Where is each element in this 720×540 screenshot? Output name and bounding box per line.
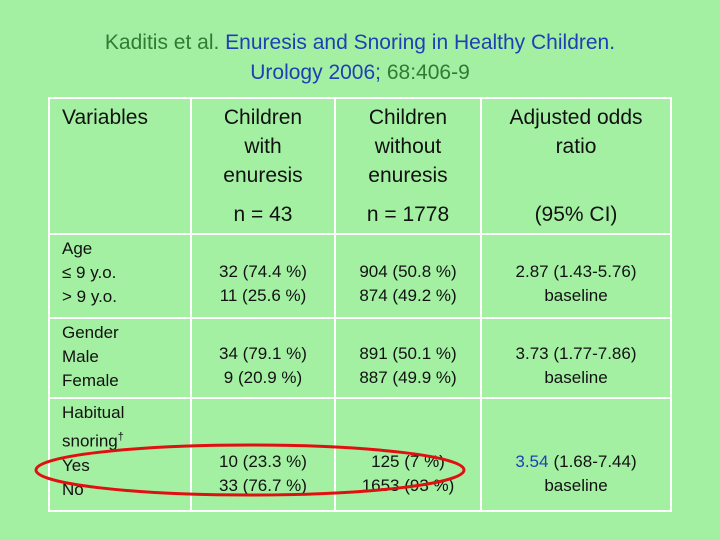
variable-text: ≤ 9 y.o. xyxy=(62,263,117,282)
cell: 2.87 (1.43-5.76) baseline xyxy=(480,233,672,319)
cell-text: 32 (74.4 %) xyxy=(219,262,307,281)
title-pages: 68:406-9 xyxy=(386,61,470,84)
title-text: Enuresis and Snoring in Healthy Children… xyxy=(225,31,616,54)
cell-text: 891 (50.1 %) xyxy=(359,344,457,363)
header-row: Variables Children with enuresis n = 43 … xyxy=(48,97,672,235)
cell-text: baseline xyxy=(544,368,608,387)
cell: 34 (79.1 %) 9 (20.9 %) xyxy=(190,317,336,399)
cell-text: 2.87 (1.43-5.76) xyxy=(515,262,637,281)
variable-text: Male xyxy=(62,347,99,366)
row: Age ≤ 9 y.o. > 9 y.o. 32 (74.4 %) 11 (25.… xyxy=(48,233,672,319)
n-text: (95% CI) xyxy=(534,203,618,226)
cell-text: 34 (79.1 %) xyxy=(219,344,307,363)
header-text: ratio xyxy=(555,135,597,158)
header-cell: Variables xyxy=(48,97,192,235)
cell-text: 3.54 (1.68-7.44) xyxy=(482,450,670,474)
header-cell: Children with enuresis n = 43 xyxy=(190,97,336,235)
cell-text: 887 (49.9 %) xyxy=(359,368,457,387)
cell-text: baseline xyxy=(544,476,608,495)
variable-text: snoring xyxy=(62,431,118,451)
n-text: n = 43 xyxy=(233,203,293,226)
highlight-ellipse xyxy=(34,443,466,497)
header-text: Children xyxy=(223,106,303,129)
odds-ratio: 3.54 xyxy=(515,452,549,471)
header-text: enuresis xyxy=(368,164,448,187)
header-cell: Children without enuresis n = 1778 xyxy=(334,97,482,235)
header-text: without xyxy=(374,135,442,158)
header-text: Variables xyxy=(62,106,148,129)
variable-text: Habitual xyxy=(62,403,125,422)
cell: 3.73 (1.77-7.86) baseline xyxy=(480,317,672,399)
confidence-interval: (1.68-7.44) xyxy=(553,452,637,471)
title-journal: Urology 2006; xyxy=(250,61,381,84)
table: Variables Children with enuresis n = 43 … xyxy=(48,97,672,512)
variable-cell: Gender Male Female xyxy=(48,317,192,399)
variable-text: > 9 y.o. xyxy=(62,287,117,306)
header-cell: Adjusted odds ratio (95% CI) xyxy=(480,97,672,235)
cell: 891 (50.1 %) 887 (49.9 %) xyxy=(334,317,482,399)
variable-text: Yes xyxy=(62,455,90,475)
header-text: enuresis xyxy=(223,164,303,187)
cell-text: 874 (49.2 %) xyxy=(359,286,457,305)
cell-text: 10 (23.3 %) xyxy=(219,452,307,471)
variable-text: Female xyxy=(62,371,119,390)
cell: 904 (50.8 %) 874 (49.2 %) xyxy=(334,233,482,319)
header-text: Children xyxy=(368,106,448,129)
cell-text: 33 (76.7 %) xyxy=(219,476,307,495)
variable-text: snoring† xyxy=(62,425,190,454)
n-text: n = 1778 xyxy=(366,203,450,226)
cell-text: 3.73 (1.77-7.86) xyxy=(515,344,637,363)
cell-text: 9 (20.9 %) xyxy=(223,368,303,387)
cell: 3.54 (1.68-7.44) baseline xyxy=(480,397,672,512)
cell-text: 11 (25.6 %) xyxy=(219,286,307,305)
row: Gender Male Female 34 (79.1 %) 9 (20.9 %)… xyxy=(48,317,672,399)
title: Kaditis et al. Enuresis and Snoring in H… xyxy=(0,28,720,88)
variable-text: Age xyxy=(62,239,93,258)
cell-text: baseline xyxy=(544,286,608,305)
header-text: with xyxy=(244,135,282,158)
variable-cell: Age ≤ 9 y.o. > 9 y.o. xyxy=(48,233,192,319)
title-authors: Kaditis et al. xyxy=(104,31,220,54)
variable-text: Gender xyxy=(62,323,119,342)
cell: 32 (74.4 %) 11 (25.6 %) xyxy=(190,233,336,319)
footnote-mark: † xyxy=(117,431,124,443)
cell-text: 904 (50.8 %) xyxy=(359,262,457,281)
header-text: Adjusted odds xyxy=(509,106,643,129)
